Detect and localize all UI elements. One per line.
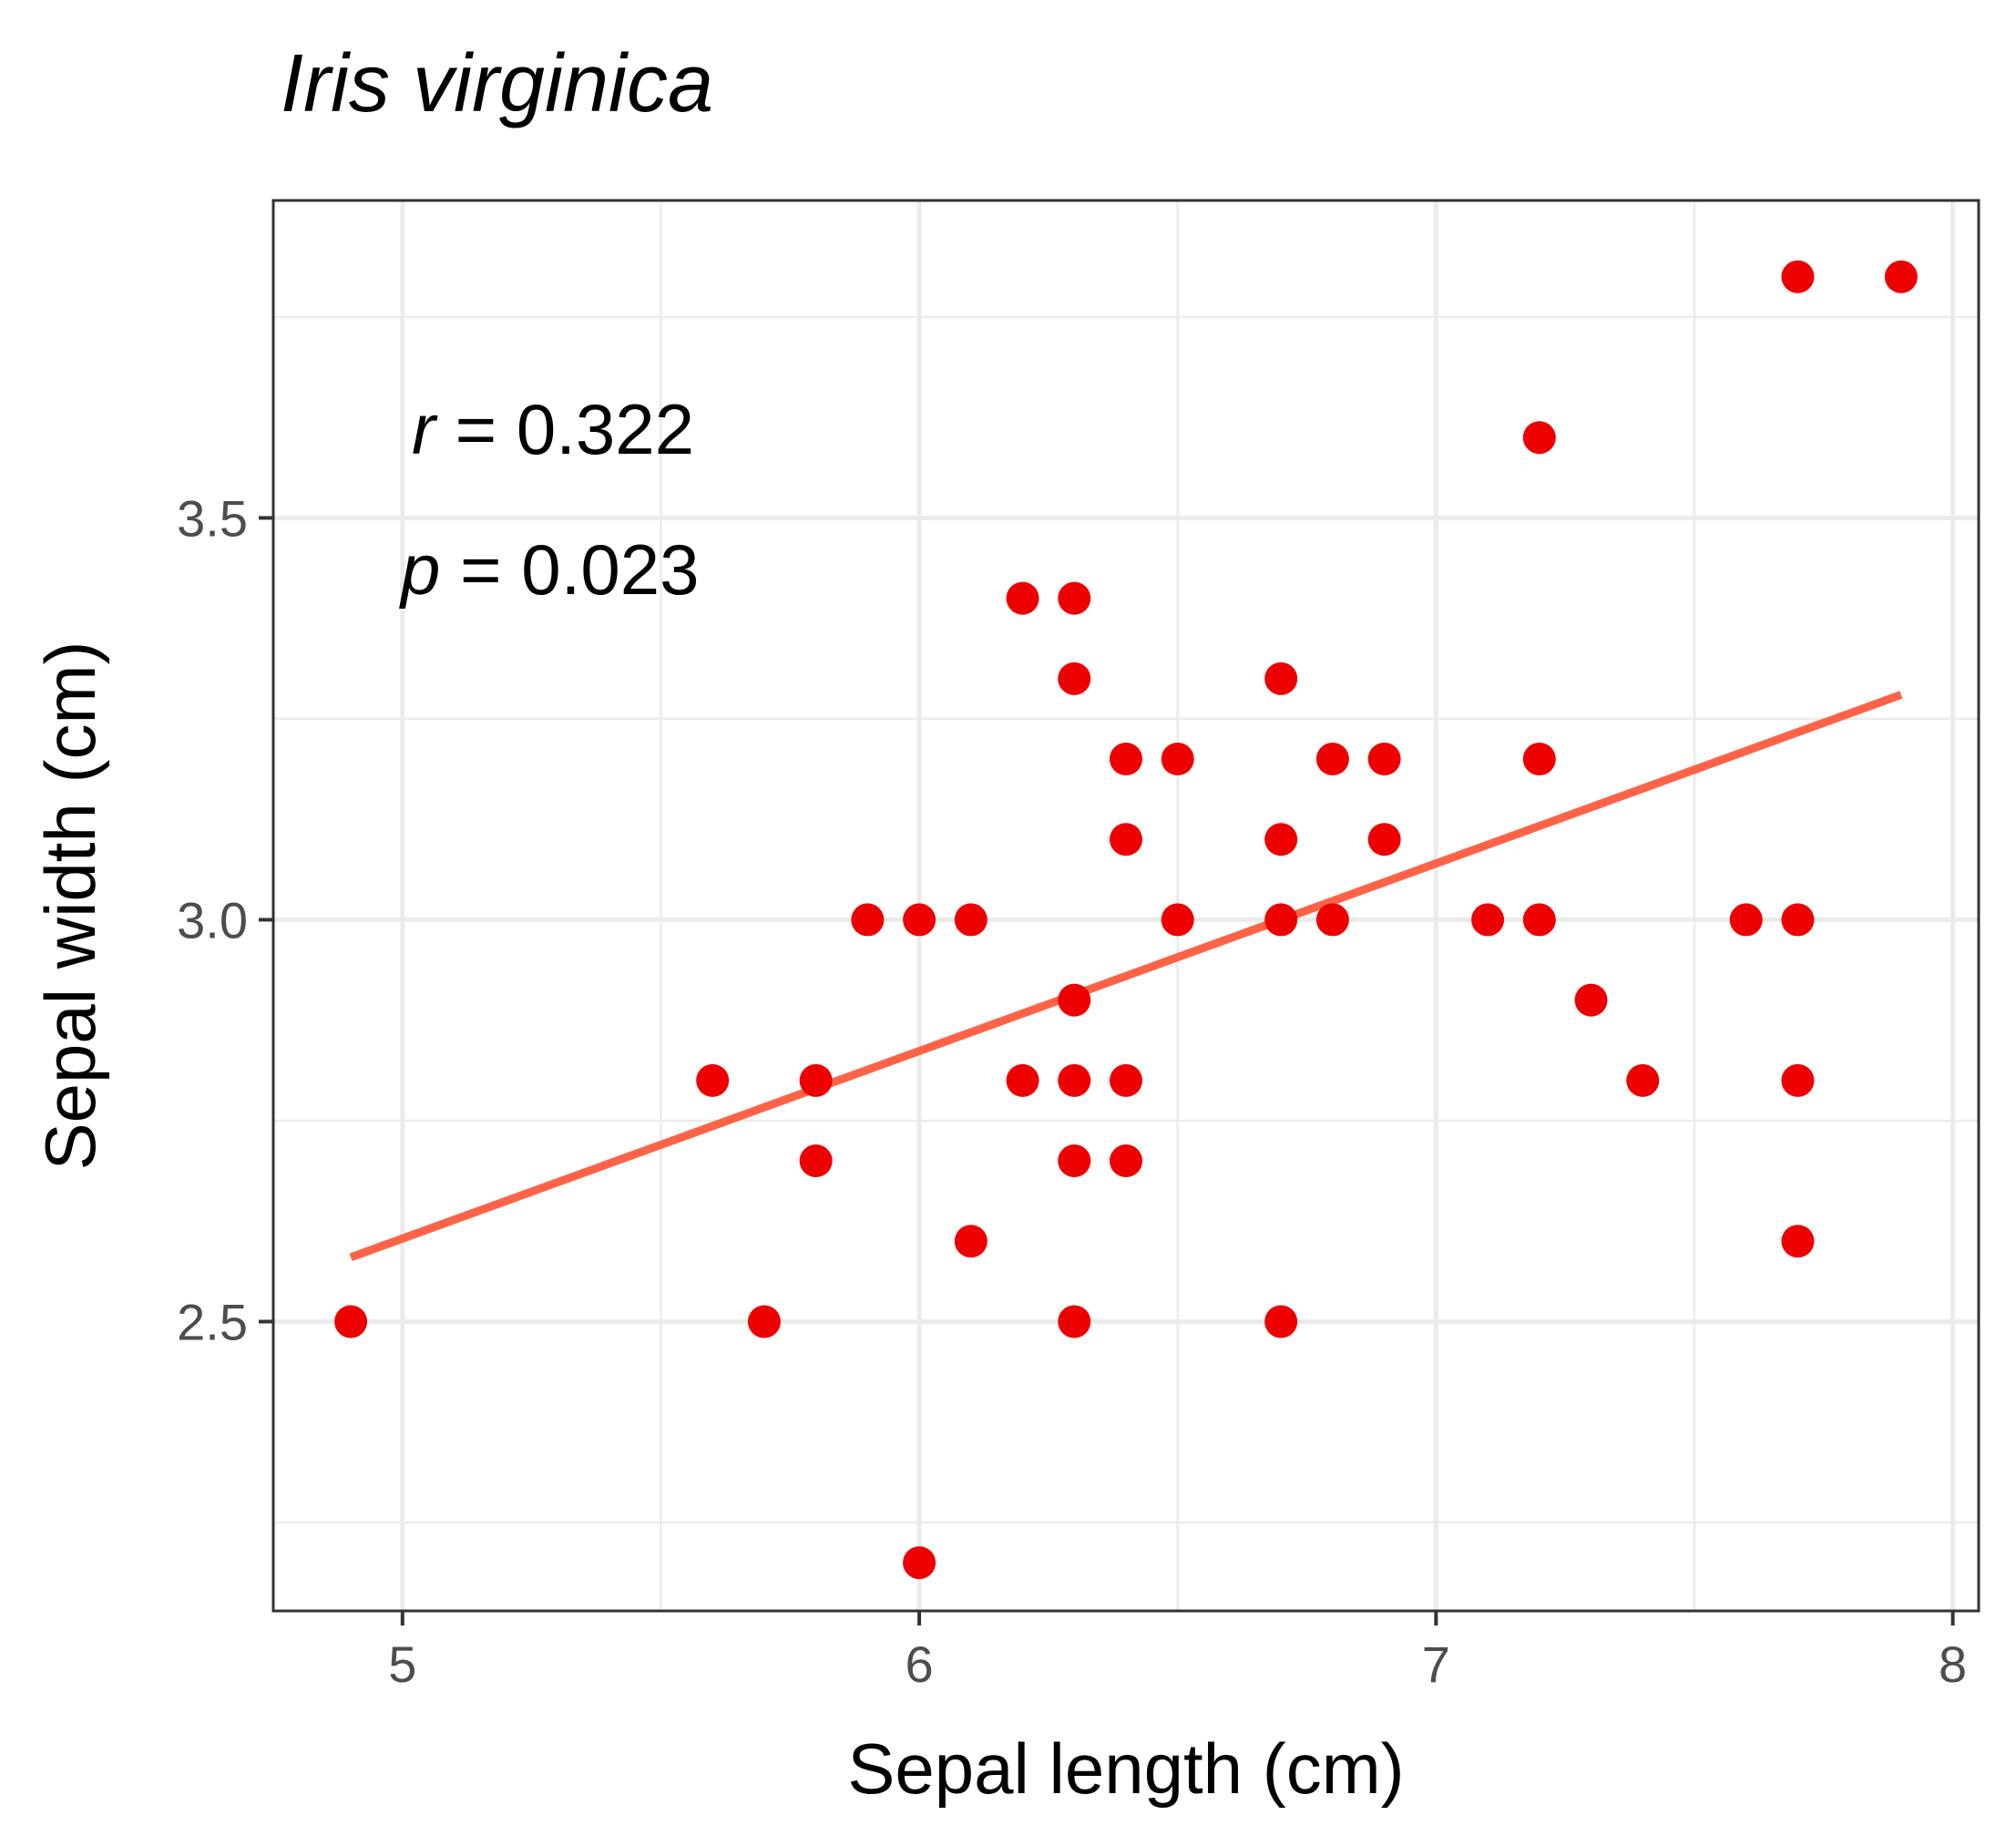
data-point (1315, 743, 1349, 776)
data-point (851, 903, 885, 937)
data-point (1264, 903, 1298, 937)
data-point (1522, 903, 1556, 937)
data-point (1161, 903, 1194, 937)
r-value: = 0.322 (435, 389, 694, 469)
x-axis-ticks: 5 6 7 8 (388, 1611, 1967, 1693)
r-annotation: r = 0.322 (412, 389, 694, 469)
x-tick-label: 7 (1422, 1636, 1450, 1693)
data-point (1006, 1063, 1039, 1097)
data-point (1574, 983, 1608, 1017)
data-point (903, 1546, 936, 1580)
data-point (799, 1063, 833, 1097)
chart-title: Iris virginica (281, 38, 713, 129)
x-tick-label: 5 (388, 1636, 416, 1693)
data-point (1522, 421, 1556, 455)
p-value: = 0.023 (440, 529, 699, 610)
data-point (1058, 1305, 1091, 1338)
y-tick-label: 3.0 (177, 891, 248, 949)
y-axis-ticks: 2.5 3.0 3.5 (177, 489, 273, 1350)
x-tick-label: 8 (1939, 1636, 1967, 1693)
p-annotation: p = 0.023 (399, 529, 699, 610)
data-point (1367, 823, 1401, 856)
data-point (1058, 1063, 1091, 1097)
panel-border (271, 199, 1980, 1613)
data-point (799, 1144, 833, 1178)
p-symbol: p (399, 529, 440, 610)
data-point (1110, 1063, 1142, 1097)
data-point (1006, 581, 1039, 615)
data-point (1884, 260, 1918, 293)
data-point (1729, 903, 1763, 937)
y-tick-label: 2.5 (177, 1293, 248, 1350)
data-point (1161, 743, 1194, 776)
data-point (1058, 983, 1091, 1017)
regression-line (349, 691, 1903, 1262)
data-point (1315, 903, 1349, 937)
data-point (1058, 661, 1091, 695)
y-tick-label: 3.5 (177, 489, 248, 547)
data-point (1264, 1305, 1298, 1338)
data-point (1264, 823, 1298, 856)
data-point (1058, 1144, 1091, 1178)
fit-line-layer (349, 691, 1903, 1262)
data-point (1781, 1225, 1815, 1258)
data-point (1781, 903, 1815, 937)
data-point (1110, 743, 1142, 776)
data-point (334, 1305, 368, 1338)
r-symbol: r (412, 389, 438, 469)
data-point (954, 903, 988, 937)
data-point (1781, 260, 1815, 293)
data-point (1626, 1063, 1660, 1097)
data-point (696, 1063, 730, 1097)
data-points (334, 260, 1918, 1580)
data-point (747, 1305, 781, 1338)
data-point (954, 1225, 988, 1258)
data-point (1367, 743, 1401, 776)
data-point (1110, 1144, 1142, 1178)
data-point (1781, 1063, 1815, 1097)
data-point (1471, 903, 1505, 937)
grid (273, 200, 1979, 1611)
data-point (1058, 581, 1091, 615)
data-point (1110, 823, 1142, 856)
data-point (1522, 743, 1556, 776)
data-point (1264, 661, 1298, 695)
x-tick-label: 6 (906, 1636, 934, 1693)
x-axis-title: Sepal length (cm) (847, 1728, 1404, 1809)
data-point (903, 903, 936, 937)
y-axis-title: Sepal width (cm) (30, 641, 110, 1171)
